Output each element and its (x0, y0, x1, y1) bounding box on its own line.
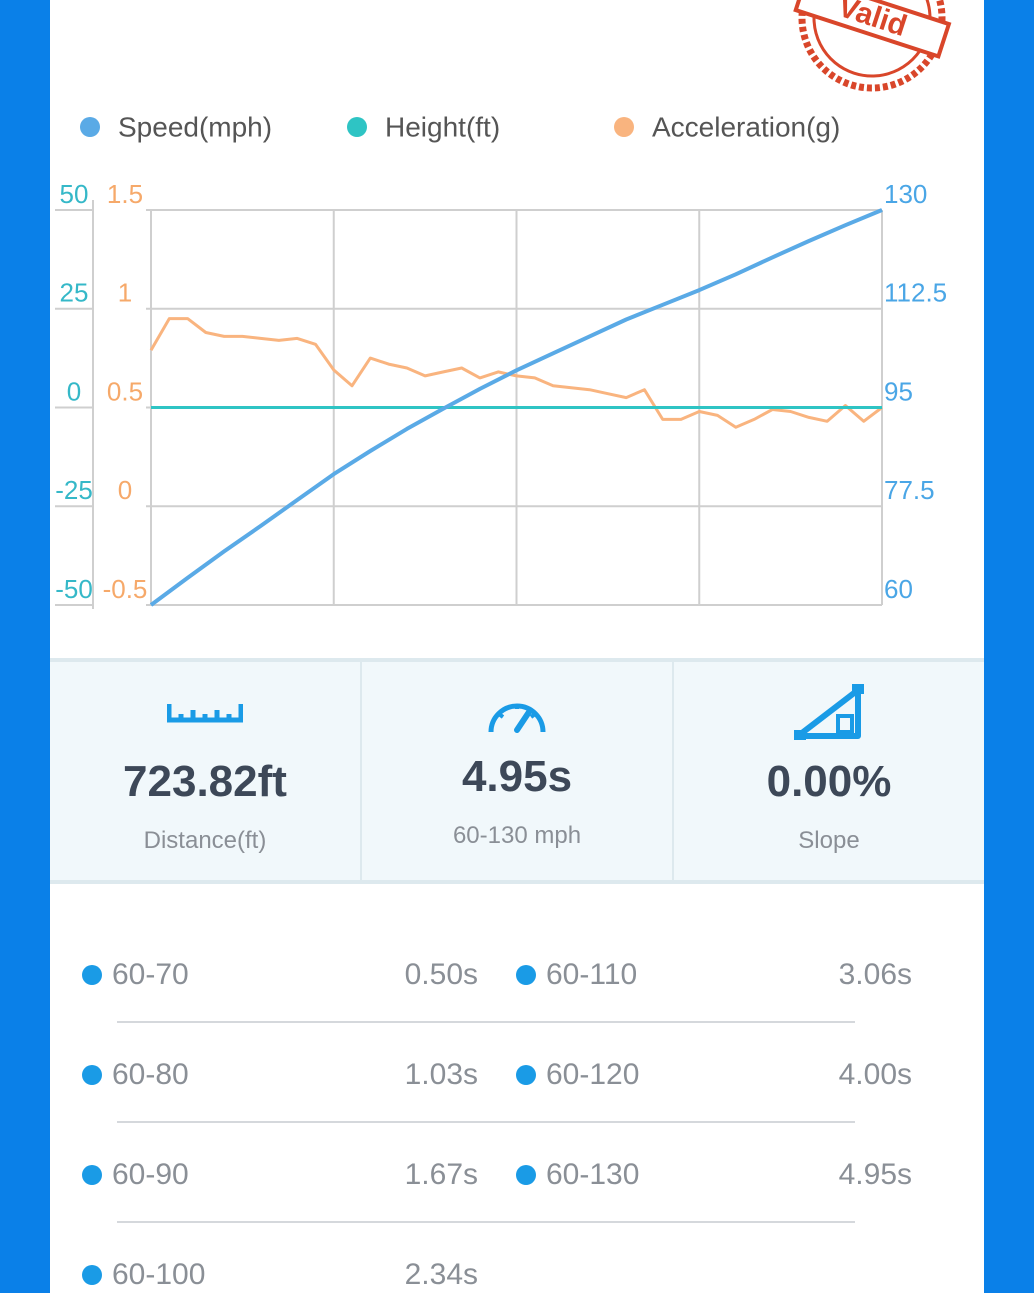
legend-dot (614, 117, 634, 137)
ruler-icon (167, 704, 243, 723)
split-label: 60-70 (112, 958, 189, 991)
legend-label: Speed(mph) (118, 111, 272, 142)
stamp: Valid (793, 0, 952, 92)
gauge-icon (488, 703, 546, 733)
stat-value: 723.82ft (123, 757, 287, 806)
split-dot (516, 1065, 536, 1085)
y3-tick-label: 0 (118, 475, 132, 505)
y3-tick-label: 1.5 (107, 179, 143, 209)
split-label: 60-100 (112, 1258, 206, 1291)
split-dot (82, 1165, 102, 1185)
split-divider (117, 1121, 855, 1123)
y2-tick-label: 95 (884, 376, 913, 406)
split-dot (82, 1065, 102, 1085)
split-time: 1.67s (404, 1158, 478, 1191)
split-time: 3.06s (838, 958, 912, 991)
y-tick-label: -25 (55, 475, 93, 505)
stat-cell: 0.00% Slope (674, 662, 984, 880)
stat-label: 60-130 mph (452, 822, 582, 849)
legend-label: Height(ft) (385, 111, 500, 142)
split-dot (516, 965, 536, 985)
split-label: 60-90 (112, 1158, 189, 1191)
y2-tick-label: 77.5 (884, 475, 935, 505)
split-time: 1.03s (404, 1058, 478, 1091)
y-tick-label: 25 (60, 278, 89, 308)
stat-value: 0.00% (766, 757, 892, 806)
chart: Valid Speed(mph) Height(ft) Acceleration(g… (55, 0, 952, 609)
y2-tick-label: 130 (884, 179, 927, 209)
panel: Valid Speed(mph) Height(ft) Acceleration(g… (50, 0, 984, 1293)
y2-tick-label: 60 (884, 574, 913, 604)
y-tick-label: -50 (55, 574, 93, 604)
split-dot (516, 1165, 536, 1185)
legend-dot (80, 117, 100, 137)
y3-tick-label: 0.5 (107, 376, 143, 406)
y3-tick-label: 1 (118, 278, 132, 308)
split-label: 60-130 (546, 1158, 640, 1191)
stats-panel: 723.82ft Distance(ft) 4.95s 60-130 mph 0… (50, 658, 984, 884)
stat-label: Distance(ft) (143, 827, 267, 854)
split-divider (117, 1021, 855, 1023)
y2-tick-label: 112.5 (884, 278, 947, 308)
split-label: 60-80 (112, 1058, 189, 1091)
slope-icon (794, 684, 864, 740)
split-dot (82, 1265, 102, 1285)
split-time: 4.95s (838, 1158, 912, 1191)
stat-cell: 723.82ft Distance(ft) (50, 662, 362, 880)
split-time: 2.34s (404, 1258, 478, 1291)
series-line (149, 317, 883, 429)
series-line (149, 208, 883, 607)
stat-value: 4.95s (461, 752, 573, 801)
split-time: 4.00s (838, 1058, 912, 1091)
legend-label: Acceleration(g) (652, 111, 840, 142)
y3-tick-label: -0.5 (103, 574, 148, 604)
y-tick-label: 50 (60, 179, 89, 209)
stat-cell: 4.95s 60-130 mph (362, 662, 674, 880)
split-divider (117, 1221, 855, 1223)
split-dot (82, 965, 102, 985)
split-label: 60-120 (546, 1058, 640, 1091)
split-time: 0.50s (404, 958, 478, 991)
y-tick-label: 0 (67, 376, 81, 406)
stat-label: Slope (798, 827, 860, 854)
legend-dot (347, 117, 367, 137)
split-label: 60-110 (546, 958, 638, 991)
